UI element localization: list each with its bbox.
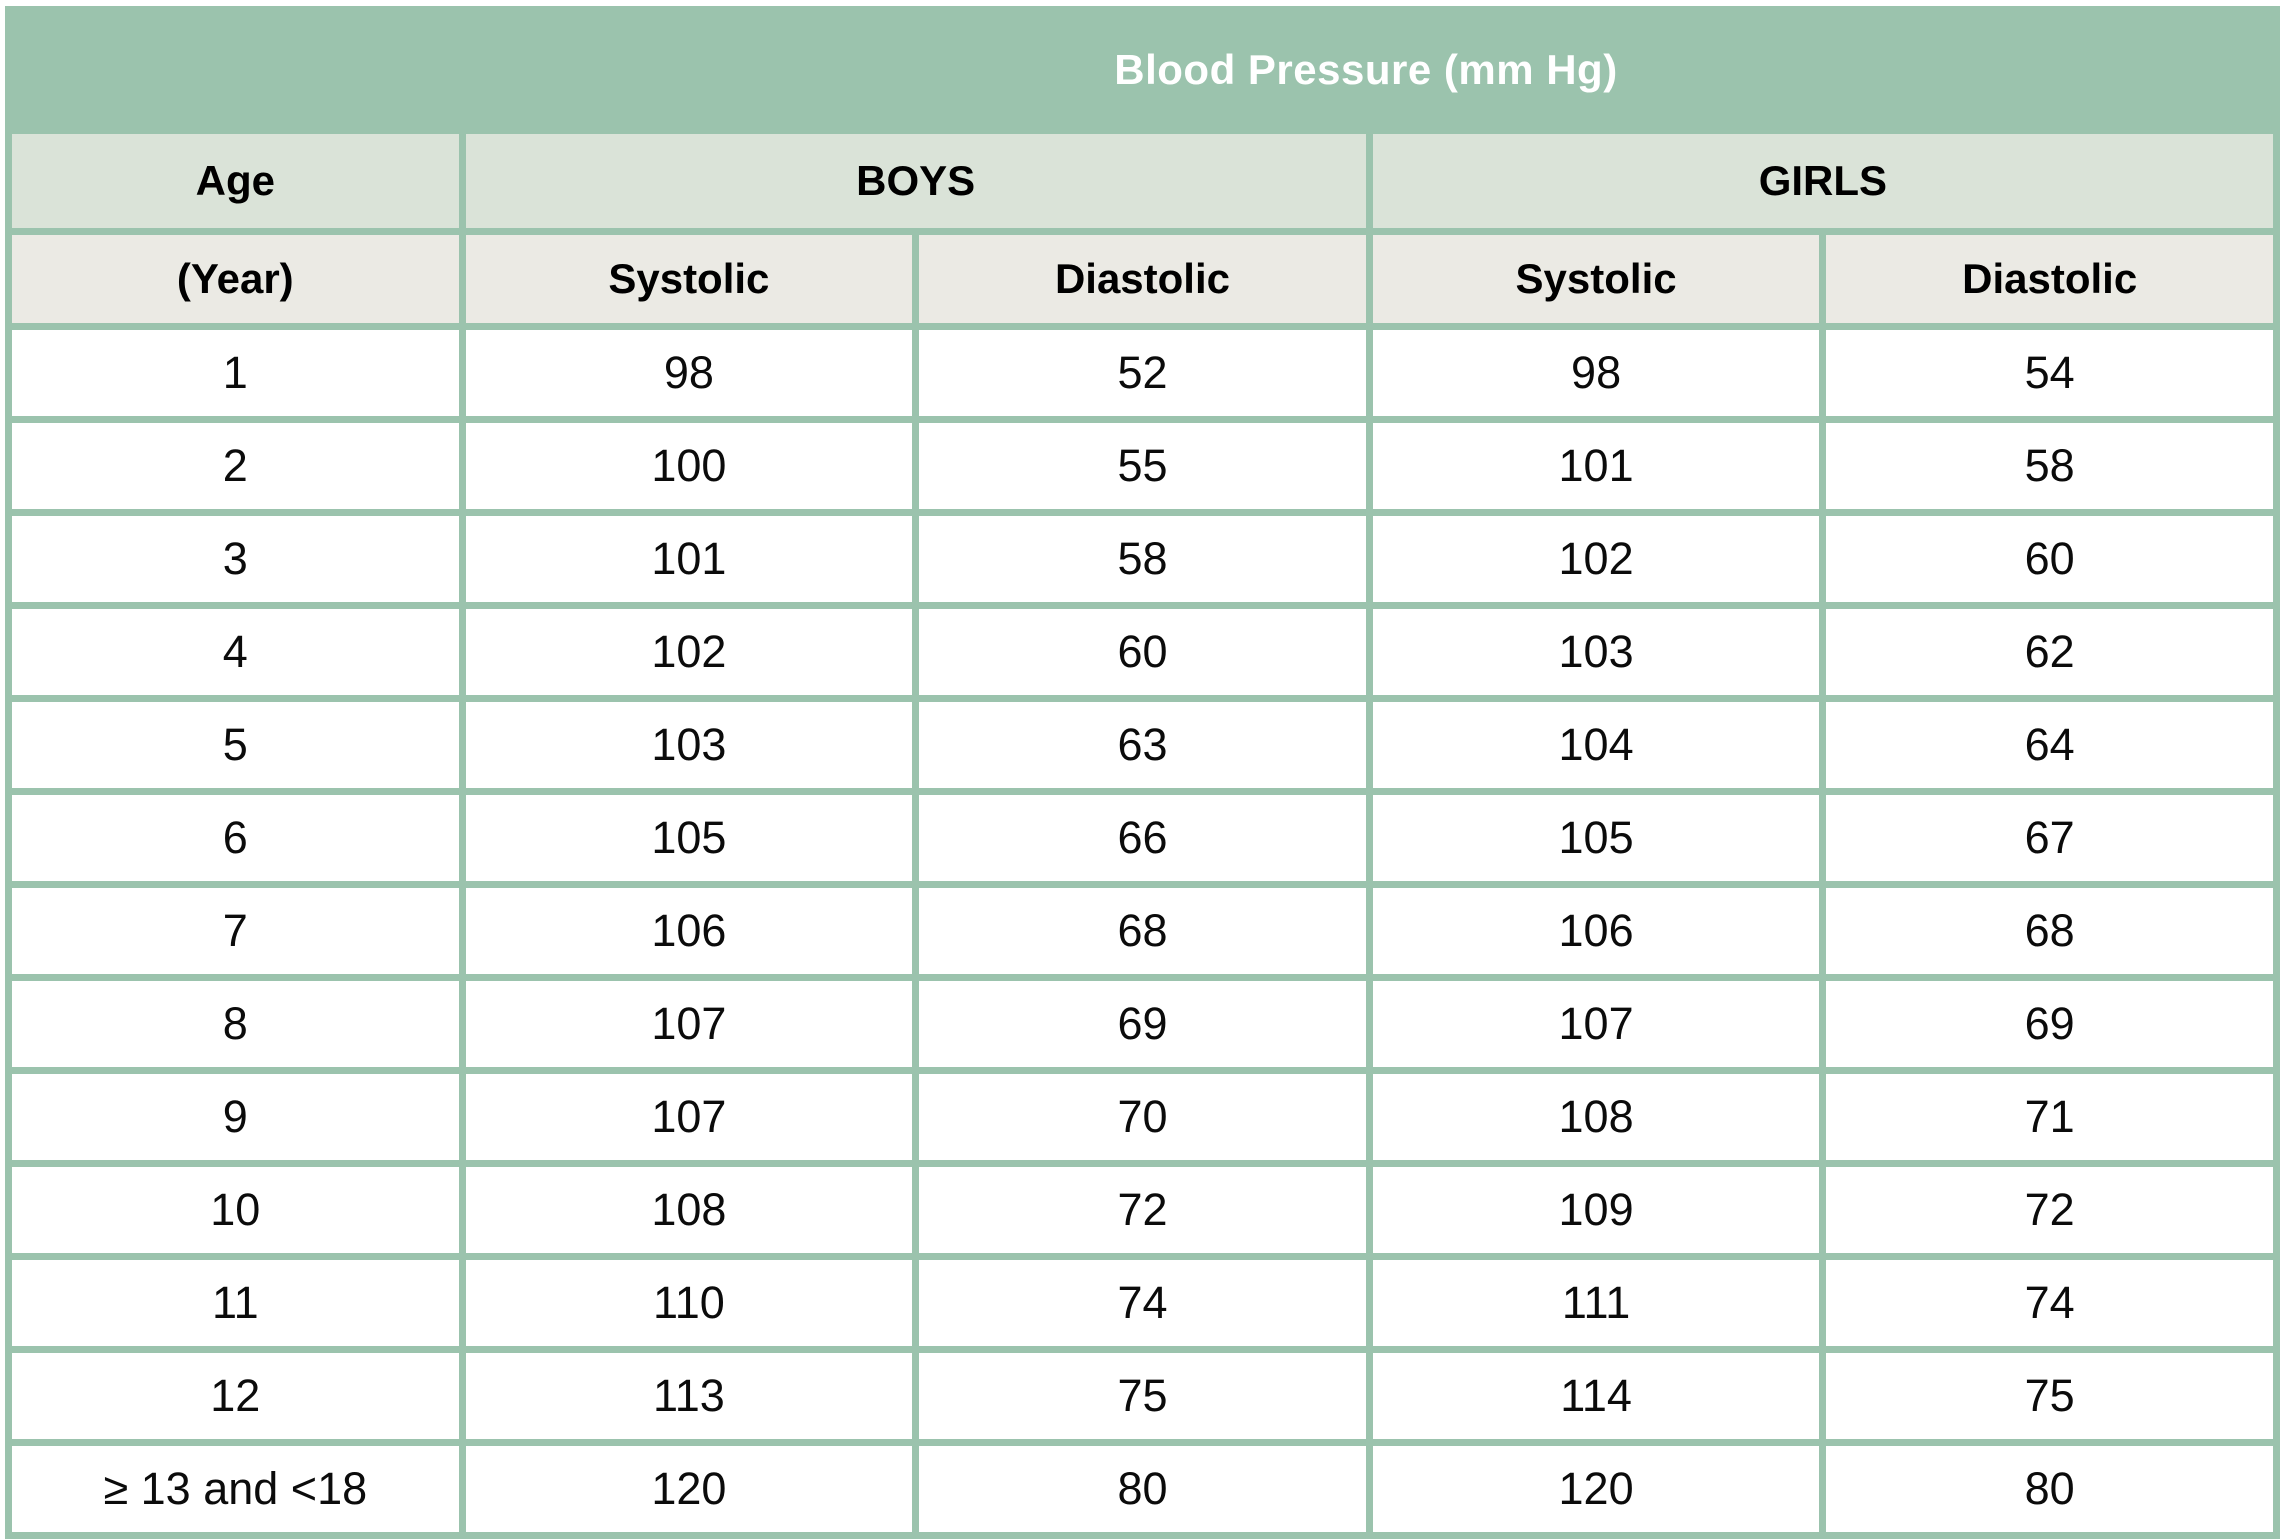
value-cell: 72 <box>1819 1160 2280 1260</box>
boys-diastolic-header: Diastolic <box>912 228 1373 330</box>
table-row: 5 103 63 104 64 <box>5 695 2280 795</box>
value-cell: 113 <box>458 1346 920 1446</box>
table-row: 2 100 55 101 58 <box>5 416 2280 516</box>
table-row: 4 102 60 103 62 <box>5 602 2280 702</box>
value-cell: 72 <box>912 1160 1373 1260</box>
value-cell: 120 <box>1365 1439 1827 1539</box>
age-header: Age <box>5 127 466 235</box>
girls-systolic-header: Systolic <box>1365 228 1827 330</box>
age-cell: 11 <box>5 1253 466 1353</box>
value-cell: 120 <box>458 1439 920 1539</box>
table-row: 8 107 69 107 69 <box>5 974 2280 1074</box>
age-cell: 4 <box>5 602 466 702</box>
value-cell: 107 <box>458 974 920 1074</box>
value-cell: 107 <box>1365 974 1827 1074</box>
value-cell: 80 <box>1819 1439 2280 1539</box>
age-cell: 3 <box>5 509 466 609</box>
value-cell: 101 <box>458 509 920 609</box>
value-cell: 104 <box>1365 695 1827 795</box>
age-cell: 7 <box>5 881 466 981</box>
value-cell: 110 <box>458 1253 920 1353</box>
table-row: 11 110 74 111 74 <box>5 1253 2280 1353</box>
value-cell: 70 <box>912 1067 1373 1167</box>
value-cell: 74 <box>1819 1253 2280 1353</box>
value-cell: 67 <box>1819 788 2280 888</box>
value-cell: 69 <box>912 974 1373 1074</box>
boys-header: BOYS <box>458 127 1373 235</box>
value-cell: 98 <box>1365 323 1827 423</box>
value-cell: 60 <box>1819 509 2280 609</box>
value-cell: 106 <box>458 881 920 981</box>
value-cell: 60 <box>912 602 1373 702</box>
sub-header-row: (Year) Systolic Diastolic Systolic Diast… <box>5 228 2280 330</box>
value-cell: 106 <box>1365 881 1827 981</box>
value-cell: 63 <box>912 695 1373 795</box>
value-cell: 107 <box>458 1067 920 1167</box>
table-row: 7 106 68 106 68 <box>5 881 2280 981</box>
table-body: 1 98 52 98 54 2 100 55 101 58 3 101 58 102 60 4 102 60 103… <box>5 323 2280 1539</box>
table-row: ≥ 13 and <18 120 80 120 80 <box>5 1439 2280 1539</box>
value-cell: 62 <box>1819 602 2280 702</box>
blood-pressure-table: Blood Pressure (mm Hg) Age BOYS GIRLS (Y… <box>5 6 2280 1539</box>
age-cell: 1 <box>5 323 466 423</box>
age-cell: 2 <box>5 416 466 516</box>
age-cell: 6 <box>5 788 466 888</box>
value-cell: 105 <box>458 788 920 888</box>
value-cell: 108 <box>1365 1067 1827 1167</box>
value-cell: 80 <box>912 1439 1373 1539</box>
value-cell: 75 <box>912 1346 1373 1446</box>
value-cell: 102 <box>458 602 920 702</box>
table-row: 10 108 72 109 72 <box>5 1160 2280 1260</box>
value-cell: 108 <box>458 1160 920 1260</box>
age-cell: 9 <box>5 1067 466 1167</box>
value-cell: 102 <box>1365 509 1827 609</box>
table-title: Blood Pressure (mm Hg) <box>5 6 2280 134</box>
table-row: 6 105 66 105 67 <box>5 788 2280 888</box>
value-cell: 100 <box>458 416 920 516</box>
girls-header: GIRLS <box>1365 127 2280 235</box>
value-cell: 68 <box>912 881 1373 981</box>
value-cell: 103 <box>1365 602 1827 702</box>
age-cell: 5 <box>5 695 466 795</box>
age-cell: ≥ 13 and <18 <box>5 1439 466 1539</box>
value-cell: 64 <box>1819 695 2280 795</box>
age-year-header: (Year) <box>5 228 466 330</box>
value-cell: 105 <box>1365 788 1827 888</box>
age-cell: 10 <box>5 1160 466 1260</box>
table-header: Blood Pressure (mm Hg) Age BOYS GIRLS (Y… <box>5 6 2280 330</box>
table-row: 12 113 75 114 75 <box>5 1346 2280 1446</box>
age-cell: 8 <box>5 974 466 1074</box>
value-cell: 98 <box>458 323 920 423</box>
value-cell: 66 <box>912 788 1373 888</box>
column-group-row: Age BOYS GIRLS <box>5 127 2280 235</box>
age-cell: 12 <box>5 1346 466 1446</box>
value-cell: 52 <box>912 323 1373 423</box>
value-cell: 58 <box>1819 416 2280 516</box>
table-row: 9 107 70 108 71 <box>5 1067 2280 1167</box>
value-cell: 68 <box>1819 881 2280 981</box>
table-row: 3 101 58 102 60 <box>5 509 2280 609</box>
value-cell: 111 <box>1365 1253 1827 1353</box>
table-row: 1 98 52 98 54 <box>5 323 2280 423</box>
value-cell: 55 <box>912 416 1373 516</box>
boys-systolic-header: Systolic <box>458 228 920 330</box>
value-cell: 74 <box>912 1253 1373 1353</box>
value-cell: 54 <box>1819 323 2280 423</box>
value-cell: 69 <box>1819 974 2280 1074</box>
value-cell: 103 <box>458 695 920 795</box>
value-cell: 101 <box>1365 416 1827 516</box>
value-cell: 71 <box>1819 1067 2280 1167</box>
value-cell: 75 <box>1819 1346 2280 1446</box>
title-row: Blood Pressure (mm Hg) <box>5 6 2280 134</box>
value-cell: 58 <box>912 509 1373 609</box>
girls-diastolic-header: Diastolic <box>1819 228 2280 330</box>
value-cell: 109 <box>1365 1160 1827 1260</box>
value-cell: 114 <box>1365 1346 1827 1446</box>
